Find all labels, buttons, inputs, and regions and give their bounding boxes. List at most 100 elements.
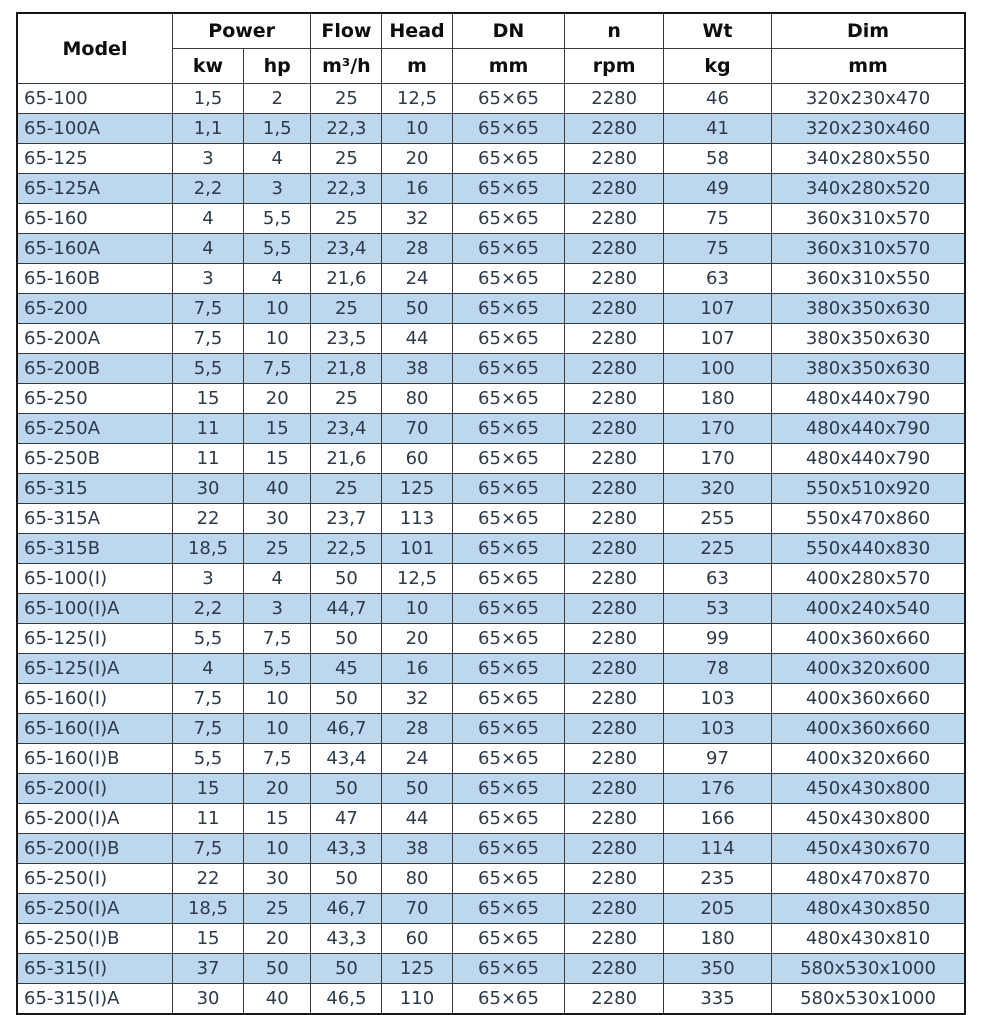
cell-hp: 40: [243, 473, 312, 504]
cell-dn: 65×65: [451, 323, 566, 354]
cell-dn: 65×65: [451, 833, 566, 864]
cell-kw: 4: [171, 653, 245, 684]
cell-n: 2280: [564, 473, 664, 504]
cell-flow: 44,7: [310, 593, 383, 624]
unit-header-n: rpm: [564, 48, 664, 84]
table-row: 65-100(I) 3 4 50 12,5 65×65 2280 63 400x280x570: [16, 563, 966, 594]
table-row: 65-100(I)A 2,2 3 44,7 10 65×65 2280 53 400x240x5…: [16, 593, 966, 624]
cell-dn: 65×65: [451, 983, 566, 1015]
cell-n: 2280: [564, 263, 664, 294]
cell-model: 65-125(I)A: [16, 653, 173, 684]
cell-kw: 3: [171, 263, 245, 294]
cell-model: 65-200(I): [16, 773, 173, 804]
cell-wt: 75: [662, 203, 773, 234]
cell-dim: 480x430x850: [771, 893, 966, 924]
cell-model: 65-125A: [16, 173, 173, 204]
table-row: 65-200(I)B 7,5 10 43,3 38 65×65 2280 114 450x430…: [16, 833, 966, 864]
cell-head: 20: [381, 623, 453, 654]
cell-flow: 21,6: [310, 443, 383, 474]
cell-flow: 25: [310, 383, 383, 414]
cell-model: 65-315(I)A: [16, 983, 173, 1015]
table-row: 65-250A 11 15 23,4 70 65×65 2280 170 480x440x790: [16, 413, 966, 444]
cell-kw: 11: [171, 443, 245, 474]
cell-head: 28: [381, 233, 453, 264]
cell-flow: 23,5: [310, 323, 383, 354]
cell-wt: 320: [662, 473, 773, 504]
cell-model: 65-100: [16, 83, 173, 114]
cell-hp: 7,5: [243, 743, 312, 774]
cell-head: 28: [381, 713, 453, 744]
cell-flow: 45: [310, 653, 383, 684]
cell-hp: 10: [243, 713, 312, 744]
cell-flow: 50: [310, 773, 383, 804]
cell-dn: 65×65: [451, 113, 566, 144]
cell-hp: 7,5: [243, 623, 312, 654]
cell-wt: 41: [662, 113, 773, 144]
table-row: 65-200A 7,5 10 23,5 44 65×65 2280 107 380x350x63…: [16, 323, 966, 354]
cell-hp: 15: [243, 803, 312, 834]
cell-n: 2280: [564, 923, 664, 954]
cell-n: 2280: [564, 593, 664, 624]
cell-head: 50: [381, 773, 453, 804]
table-row: 65-315(I) 37 50 50 125 65×65 2280 350 580x530x10…: [16, 953, 966, 984]
cell-n: 2280: [564, 413, 664, 444]
table-row: 65-100A 1,1 1,5 22,3 10 65×65 2280 41 320x230x46…: [16, 113, 966, 144]
cell-wt: 103: [662, 713, 773, 744]
unit-header-dn: mm: [451, 48, 566, 84]
cell-head: 12,5: [381, 83, 453, 114]
cell-wt: 335: [662, 983, 773, 1015]
cell-dim: 480x470x870: [771, 863, 966, 894]
cell-wt: 53: [662, 593, 773, 624]
cell-kw: 7,5: [171, 293, 245, 324]
unit-header-wt: kg: [662, 48, 773, 84]
column-header-dim: Dim: [771, 12, 966, 49]
table-row: 65-315A 22 30 23,7 113 65×65 2280 255 550x470x86…: [16, 503, 966, 534]
unit-header-head: m: [381, 48, 453, 84]
cell-dn: 65×65: [451, 923, 566, 954]
cell-flow: 50: [310, 683, 383, 714]
cell-n: 2280: [564, 833, 664, 864]
cell-dn: 65×65: [451, 173, 566, 204]
cell-model: 65-315B: [16, 533, 173, 564]
cell-hp: 30: [243, 863, 312, 894]
table-row: 65-125 3 4 25 20 65×65 2280 58 340x280x550: [16, 143, 966, 174]
cell-hp: 4: [243, 563, 312, 594]
cell-wt: 170: [662, 443, 773, 474]
cell-model: 65-160(I)A: [16, 713, 173, 744]
cell-wt: 97: [662, 743, 773, 774]
cell-dn: 65×65: [451, 743, 566, 774]
table-row: 65-315(I)A 30 40 46,5 110 65×65 2280 335 580x530…: [16, 983, 966, 1015]
table-row: 65-125A 2,2 3 22,3 16 65×65 2280 49 340x280x520: [16, 173, 966, 204]
cell-n: 2280: [564, 323, 664, 354]
table-row: 65-315 30 40 25 125 65×65 2280 320 550x510x920: [16, 473, 966, 504]
cell-dn: 65×65: [451, 233, 566, 264]
cell-flow: 50: [310, 563, 383, 594]
table-row: 65-100 1,5 2 25 12,5 65×65 2280 46 320x230x470: [16, 83, 966, 114]
cell-hp: 2: [243, 83, 312, 114]
cell-flow: 23,7: [310, 503, 383, 534]
cell-hp: 3: [243, 173, 312, 204]
cell-hp: 25: [243, 533, 312, 564]
cell-wt: 100: [662, 353, 773, 384]
cell-n: 2280: [564, 773, 664, 804]
header-row-names: Model Power Flow Head DN n Wt Dim: [16, 12, 966, 84]
cell-model: 65-200(I)B: [16, 833, 173, 864]
column-header-head: Head: [381, 12, 453, 49]
table-row: 65-160(I)A 7,5 10 46,7 28 65×65 2280 103 400x360…: [16, 713, 966, 744]
cell-wt: 350: [662, 953, 773, 984]
cell-dim: 360x310x570: [771, 233, 966, 264]
cell-wt: 180: [662, 383, 773, 414]
cell-head: 32: [381, 683, 453, 714]
cell-wt: 235: [662, 863, 773, 894]
cell-wt: 78: [662, 653, 773, 684]
cell-model: 65-315A: [16, 503, 173, 534]
cell-hp: 1,5: [243, 113, 312, 144]
table-row: 65-160 4 5,5 25 32 65×65 2280 75 360x310x570: [16, 203, 966, 234]
cell-head: 10: [381, 593, 453, 624]
cell-model: 65-100(I)A: [16, 593, 173, 624]
cell-hp: 15: [243, 413, 312, 444]
column-header-power: Power: [171, 12, 312, 49]
cell-dim: 480x440x790: [771, 413, 966, 444]
cell-flow: 43,3: [310, 923, 383, 954]
